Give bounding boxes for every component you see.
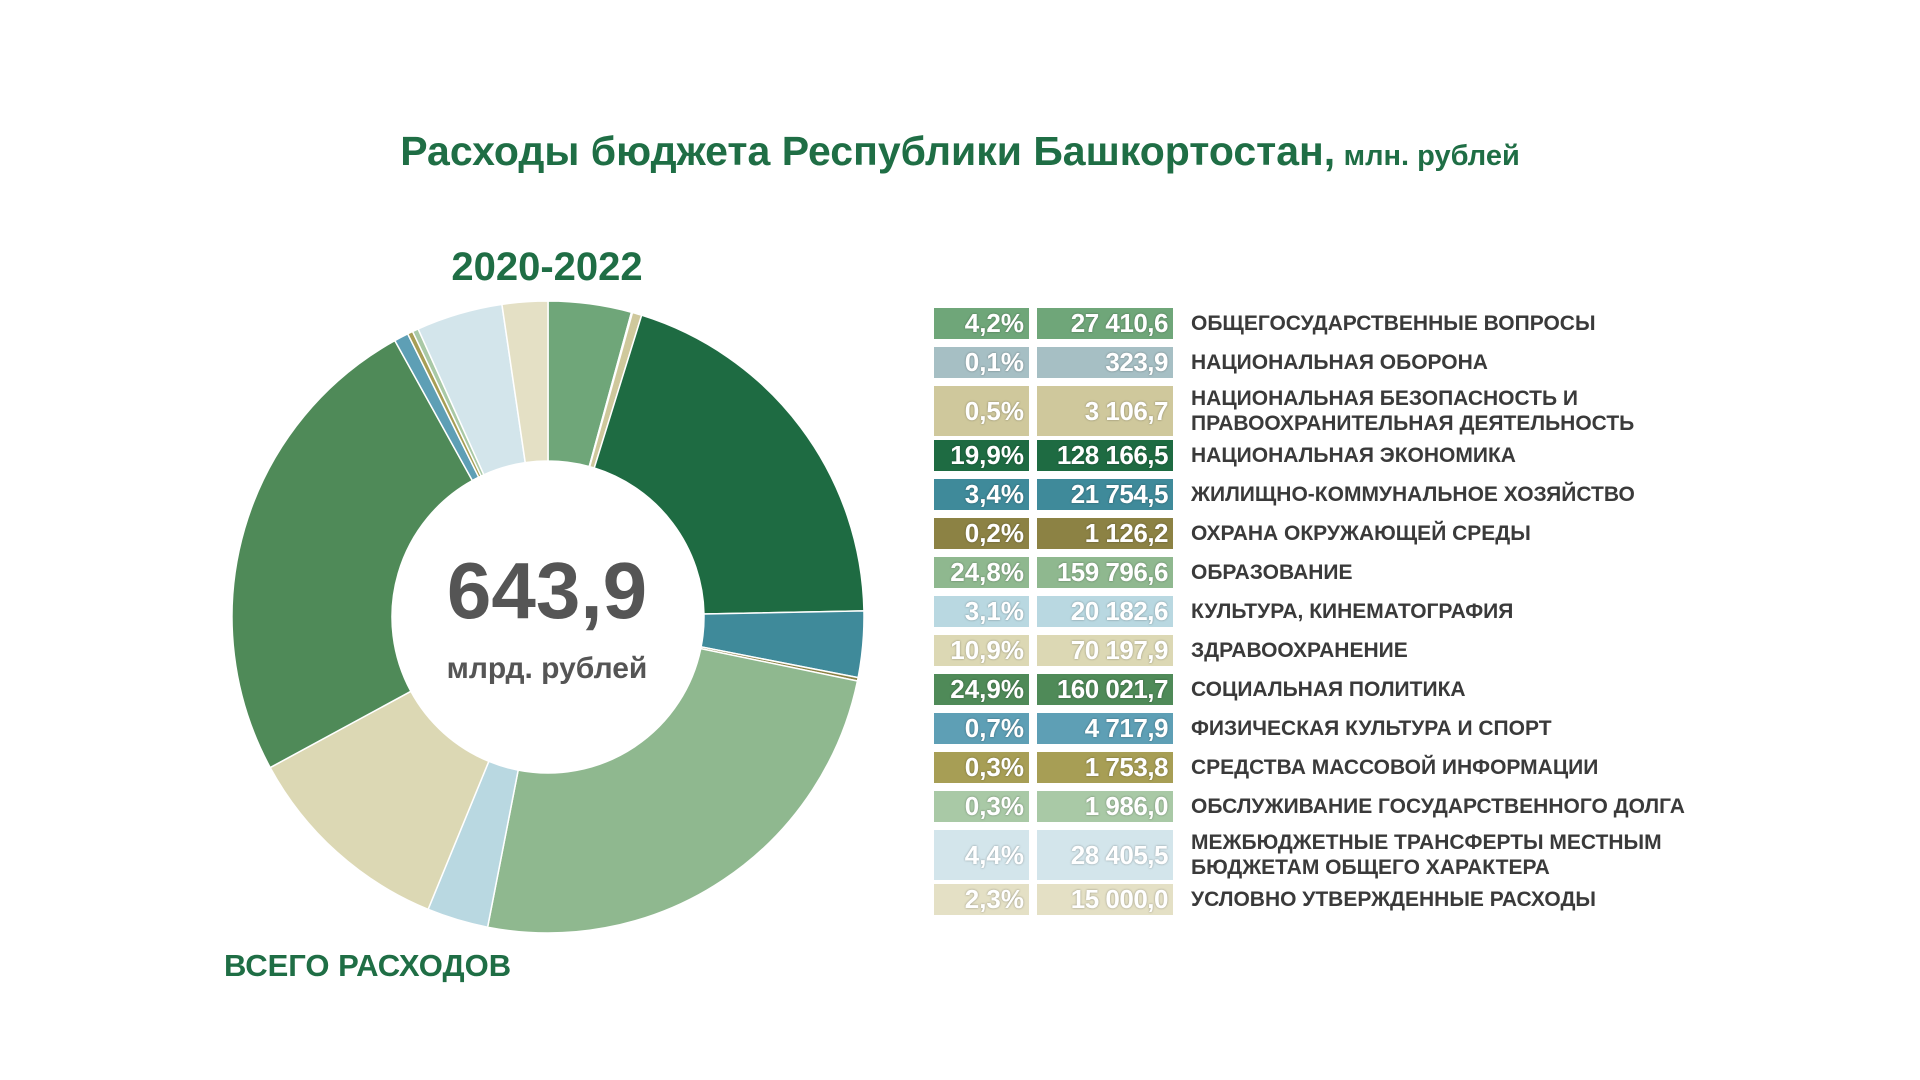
chart-title: Расходы бюджета Республики Башкортостан,…	[0, 128, 1920, 175]
legend-percent: 2,3%	[934, 884, 1029, 915]
chart-title-main: Расходы бюджета Республики Башкортостан,	[400, 128, 1336, 174]
legend-label: ОБРАЗОВАНИЕ	[1191, 561, 1353, 584]
chart-title-unit: млн. рублей	[1343, 140, 1520, 172]
donut-slice-15	[501, 300, 549, 464]
legend-percent: 10,9%	[934, 635, 1029, 666]
legend-value: 159 796,6	[1037, 557, 1173, 588]
donut-slice-7	[486, 647, 859, 934]
legend-value: 1 126,2	[1037, 518, 1173, 549]
legend-percent: 3,4%	[934, 479, 1029, 510]
legend-row: 0,2% 1 126,2 ОХРАНА ОКРУЖАЮЩЕЙ СРЕДЫ	[934, 518, 1920, 549]
legend-percent: 4,4%	[934, 830, 1029, 880]
legend-percent: 19,9%	[934, 440, 1029, 471]
legend-percent: 0,5%	[934, 386, 1029, 436]
legend-value: 3 106,7	[1037, 386, 1173, 436]
donut-chart	[231, 300, 865, 934]
legend-label: НАЦИОНАЛЬНАЯ БЕЗОПАСНОСТЬ И ПРАВООХРАНИТ…	[1191, 387, 1635, 435]
legend-value: 4 717,9	[1037, 713, 1173, 744]
legend-value: 28 405,5	[1037, 830, 1173, 880]
total-expenses-label: ВСЕГО РАСХОДОВ	[224, 948, 512, 983]
legend-value: 323,9	[1037, 347, 1173, 378]
total-value: 643,9	[446, 546, 648, 635]
legend-percent: 0,2%	[934, 518, 1029, 549]
period-label: 2020-2022	[451, 245, 643, 289]
legend-percent: 24,9%	[934, 674, 1029, 705]
legend-value: 15 000,0	[1037, 884, 1173, 915]
legend-label: КУЛЬТУРА, КИНЕМАТОГРАФИЯ	[1191, 600, 1514, 623]
legend-row: 3,1% 20 182,6 КУЛЬТУРА, КИНЕМАТОГРАФИЯ	[934, 596, 1920, 627]
legend-label: НАЦИОНАЛЬНАЯ ОБОРОНА	[1191, 351, 1488, 374]
legend-row: 24,8% 159 796,6 ОБРАЗОВАНИЕ	[934, 557, 1920, 588]
legend-label: ФИЗИЧЕСКАЯ КУЛЬТУРА И СПОРТ	[1191, 717, 1552, 740]
total-unit: млрд. рублей	[446, 652, 648, 685]
legend-row: 0,3% 1 986,0 ОБСЛУЖИВАНИЕ ГОСУДАРСТВЕННОГО…	[934, 791, 1920, 822]
legend-label: ЖИЛИЩНО-КОММУНАЛЬНОЕ ХОЗЯЙСТВО	[1191, 483, 1635, 506]
legend-row: 24,9% 160 021,7 СОЦИАЛЬНАЯ ПОЛИТИКА	[934, 674, 1920, 705]
legend-label: СОЦИАЛЬНАЯ ПОЛИТИКА	[1191, 678, 1466, 701]
legend-percent: 0,7%	[934, 713, 1029, 744]
legend-label: НАЦИОНАЛЬНАЯ ЭКОНОМИКА	[1191, 444, 1516, 467]
legend-value: 160 021,7	[1037, 674, 1173, 705]
legend-value: 27 410,6	[1037, 308, 1173, 339]
legend-row: 19,9% 128 166,5 НАЦИОНАЛЬНАЯ ЭКОНОМИКА	[934, 440, 1920, 471]
legend-percent: 3,1%	[934, 596, 1029, 627]
legend-label: ОБЩЕГОСУДАРСТВЕННЫЕ ВОПРОСЫ	[1191, 312, 1596, 335]
legend-label: МЕЖБЮДЖЕТНЫЕ ТРАНСФЕРТЫ МЕСТНЫМ БЮДЖЕТАМ…	[1191, 831, 1662, 879]
legend-value: 128 166,5	[1037, 440, 1173, 471]
legend-percent: 0,3%	[934, 752, 1029, 783]
legend-row: 4,2% 27 410,6 ОБЩЕГОСУДАРСТВЕННЫЕ ВОПРОСЫ	[934, 308, 1920, 339]
legend-percent: 0,3%	[934, 791, 1029, 822]
legend-value: 70 197,9	[1037, 635, 1173, 666]
legend-value: 20 182,6	[1037, 596, 1173, 627]
legend-value: 1 753,8	[1037, 752, 1173, 783]
legend-row: 10,9% 70 197,9 ЗДРАВООХРАНЕНИЕ	[934, 635, 1920, 666]
legend-row: 4,4% 28 405,5 МЕЖБЮДЖЕТНЫЕ ТРАНСФЕРТЫ МЕСТ…	[934, 830, 1920, 880]
legend-row: 0,7% 4 717,9 ФИЗИЧЕСКАЯ КУЛЬТУРА И СПОРТ	[934, 713, 1920, 744]
legend-row: 3,4% 21 754,5 ЖИЛИЩНО-КОММУНАЛЬНОЕ ХОЗЯЙСТ…	[934, 479, 1920, 510]
legend-percent: 24,8%	[934, 557, 1029, 588]
legend-label: УСЛОВНО УТВЕРЖДЕННЫЕ РАСХОДЫ	[1191, 888, 1596, 911]
legend-value: 21 754,5	[1037, 479, 1173, 510]
legend-row: 0,5% 3 106,7 НАЦИОНАЛЬНАЯ БЕЗОПАСНОСТЬ И П…	[934, 386, 1920, 436]
legend-row: 0,1% 323,9 НАЦИОНАЛЬНАЯ ОБОРОНА	[934, 347, 1920, 378]
donut-slice-10	[231, 339, 474, 769]
legend-percent: 0,1%	[934, 347, 1029, 378]
legend-value: 1 986,0	[1037, 791, 1173, 822]
legend-row: 2,3% 15 000,0 УСЛОВНО УТВЕРЖДЕННЫЕ РАСХОДЫ	[934, 884, 1920, 915]
legend-label: ОХРАНА ОКРУЖАЮЩЕЙ СРЕДЫ	[1191, 522, 1531, 545]
legend-percent: 4,2%	[934, 308, 1029, 339]
donut-slice-4	[593, 314, 865, 615]
legend-label: ЗДРАВООХРАНЕНИЕ	[1191, 639, 1408, 662]
legend-label: СРЕДСТВА МАССОВОЙ ИНФОРМАЦИИ	[1191, 756, 1599, 779]
legend-label: ОБСЛУЖИВАНИЕ ГОСУДАРСТВЕННОГО ДОЛГА	[1191, 795, 1685, 818]
legend-row: 0,3% 1 753,8 СРЕДСТВА МАССОВОЙ ИНФОРМАЦИИ	[934, 752, 1920, 783]
